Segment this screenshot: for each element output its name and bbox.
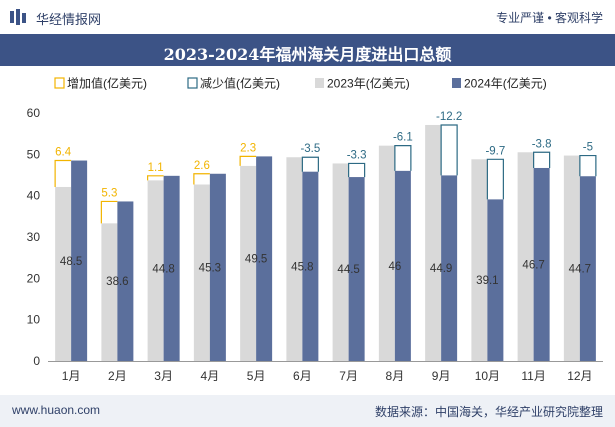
increase-box — [193, 173, 210, 185]
bar-2023 — [563, 155, 580, 361]
bar-2023 — [101, 223, 118, 361]
x-tick-label: 1月 — [62, 369, 81, 383]
legend-swatch-2 — [315, 78, 324, 88]
legend-label-0: 增加值(亿美元) — [67, 76, 147, 91]
decrease-box — [394, 145, 412, 171]
bar-chart: 增加值(亿美元) 减少值(亿美元) 2023年(亿美元) 2024年(亿美元) 0 10 2… — [27, 76, 603, 383]
change-label: -3.8 — [532, 138, 552, 150]
x-tick-label: 5月 — [247, 369, 266, 383]
website-link[interactable]: www.huaon.com — [12, 403, 101, 417]
bar-2024 — [579, 176, 596, 361]
bar-2023 — [55, 186, 72, 361]
change-label: -5 — [583, 142, 593, 154]
y-tick-label: 0 — [33, 354, 40, 368]
legend-label-3: 2024年(亿美元) — [464, 76, 547, 91]
title-bar: 2023-2024年福州海关月度进出口总额 — [0, 34, 615, 66]
legend-swatch-1 — [187, 77, 198, 89]
x-tick-label: 12月 — [567, 369, 592, 383]
bar-2023 — [517, 152, 534, 361]
bar-2024 — [163, 175, 180, 361]
increase-box — [54, 159, 72, 187]
x-tick-label: 4月 — [201, 369, 220, 383]
x-tick-label: 11月 — [521, 369, 545, 383]
change-label: -3.5 — [300, 143, 320, 155]
bar-2023 — [332, 163, 349, 361]
decrease-box — [486, 158, 504, 200]
bar-2024 — [348, 177, 365, 361]
decrease-box — [579, 154, 597, 177]
value-label-2024: 48.5 — [60, 256, 82, 268]
bar-2024 — [302, 171, 319, 361]
value-label-2024: 44.9 — [430, 263, 452, 275]
decrease-box — [301, 156, 319, 172]
x-tick-label: 9月 — [432, 369, 451, 383]
value-label-2024: 38.6 — [106, 276, 128, 288]
y-tick-label: 50 — [27, 147, 41, 161]
decrease-box — [348, 162, 366, 178]
bar-2023 — [378, 145, 395, 361]
change-label: 5.3 — [101, 187, 117, 199]
increase-box — [239, 155, 257, 166]
x-tick-label: 3月 — [154, 369, 173, 383]
x-tick-label: 7月 — [339, 369, 358, 383]
change-label: 1.1 — [148, 162, 164, 174]
brand-tagline: 专业严谨 • 客观科学 — [496, 11, 603, 25]
increase-box — [100, 200, 118, 224]
bar-2023 — [471, 159, 488, 361]
legend-label-1: 减少值(亿美元) — [200, 76, 280, 91]
change-label: 2.6 — [194, 160, 210, 172]
bar-2024 — [209, 173, 226, 361]
bar-2024 — [487, 199, 504, 361]
x-tick-label: 2月 — [108, 369, 127, 383]
y-tick-label: 30 — [27, 230, 41, 244]
legend-swatch-0 — [54, 77, 65, 89]
change-label: -6.1 — [393, 132, 413, 144]
top-header: 华经情报网 专业严谨 • 客观科学 — [0, 0, 615, 35]
bar-2023 — [286, 157, 303, 361]
data-source: 数据来源：中国海关，华经产业研究院整理 — [374, 405, 603, 419]
change-label: -3.3 — [347, 149, 367, 161]
brand-name: 华经情报网 — [36, 12, 102, 27]
bar-2023 — [147, 180, 164, 361]
y-tick-label: 20 — [27, 271, 41, 285]
x-tick-label: 6月 — [293, 369, 312, 383]
value-label-2024: 39.1 — [476, 275, 498, 287]
bar-2024 — [533, 167, 550, 361]
bar-2024 — [117, 201, 134, 361]
change-label: -9.7 — [485, 145, 505, 157]
bar-2024 — [256, 156, 273, 361]
decrease-box — [533, 151, 551, 168]
increase-box — [147, 175, 164, 181]
chart-title: 2023-2024年福州海关月度进出口总额 — [163, 45, 452, 64]
bar-2023 — [193, 184, 210, 361]
value-label-2024: 45.3 — [199, 262, 221, 274]
change-label: 6.4 — [55, 147, 72, 159]
bar-2023 — [240, 165, 257, 361]
value-label-2024: 46.7 — [522, 259, 544, 271]
y-tick-label: 10 — [27, 313, 41, 327]
value-label-2024: 44.8 — [152, 263, 174, 275]
x-tick-label: 8月 — [386, 369, 405, 383]
x-tick-label: 10月 — [475, 369, 500, 383]
bar-2024 — [71, 160, 88, 361]
legend-label-2: 2023年(亿美元) — [327, 76, 410, 91]
value-label-2024: 45.8 — [291, 261, 313, 273]
bar-2023 — [425, 124, 442, 361]
value-label-2024: 49.5 — [245, 254, 267, 266]
bar-2024 — [394, 170, 411, 361]
value-label-2024: 46 — [388, 261, 401, 273]
change-label: -12.2 — [436, 111, 462, 123]
value-label-2024: 44.7 — [569, 264, 591, 276]
value-label-2024: 44.5 — [337, 264, 359, 276]
change-label: 2.3 — [240, 142, 256, 154]
brand-logo-icon — [10, 9, 26, 25]
bar-2024 — [441, 175, 458, 361]
decrease-box — [440, 124, 458, 176]
footer: www.huaon.com 数据来源：中国海关，华经产业研究院整理 — [0, 395, 615, 427]
y-tick-label: 40 — [27, 189, 41, 203]
y-tick-label: 60 — [27, 106, 41, 120]
legend-swatch-3 — [452, 78, 461, 88]
